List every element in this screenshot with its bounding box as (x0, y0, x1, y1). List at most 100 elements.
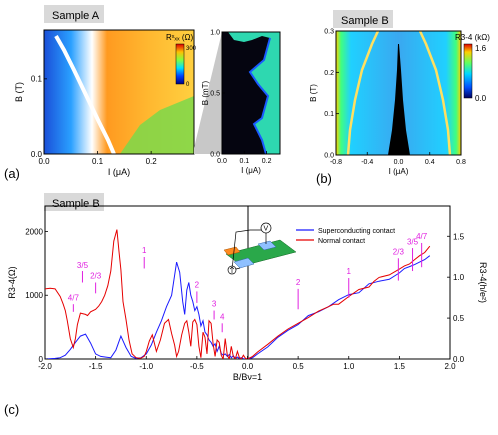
panel-c-annotation-label: 1 (142, 246, 147, 255)
legend-label-normal: Normal contact (318, 238, 365, 245)
panel-c-axes: -2.0 -1.5 -1.0 -0.5 0.0 0.5 1.0 1.5 2.0 0 1000 2000… (7, 227, 488, 382)
panel-b-colorbar-max: 1.6 (475, 44, 487, 53)
panel-a-frame (43, 29, 195, 155)
panel-a-xlabel: I (μA) (108, 167, 130, 177)
panel-a-inset-xtick-label: 0.1 (239, 158, 249, 165)
panel-c: Sample B -2.0 -1.5 -1.0 -0.5 0.0 0.5 1.0 1.5 2.0… (4, 193, 488, 417)
panel-a-title: Sample A (52, 10, 100, 22)
device-schematic: V (223, 222, 297, 275)
panel-c-xtick-label: 1.5 (394, 362, 406, 371)
panel-a-colorbar-max: 300 (186, 46, 197, 52)
panel-b-title-box (333, 10, 393, 28)
panel-c-label: (c) (4, 402, 19, 417)
panel-a-ytick-label: 0.0 (31, 150, 43, 159)
panel-c-xlabel: B/Bν=1 (233, 372, 262, 382)
device-contact-normal-left (223, 246, 241, 256)
panel-b-left-edge (346, 30, 380, 156)
device-contact-blue (233, 257, 255, 269)
panel-b-title: Sample B (341, 15, 389, 27)
current-source-arrow-icon (229, 266, 235, 273)
voltmeter-icon (260, 222, 272, 234)
panel-a-label: (a) (4, 166, 20, 181)
panel-b-xtick-label: -0.8 (330, 159, 342, 166)
voltmeter-symbol: V (264, 226, 269, 233)
panel-a-xtick-label: 0.1 (92, 157, 104, 166)
panel-b-dark-region (388, 44, 410, 155)
panel-a-critical-edge (54, 35, 116, 155)
panel-c-series (45, 229, 431, 359)
panel-a-xtick-label: 0.0 (38, 157, 50, 166)
series-line-normal (45, 229, 431, 359)
panel-c-ytick-right-label: 0.5 (453, 314, 465, 323)
legend-label-superconducting: Superconducting contact (318, 228, 395, 235)
panel-c-annotation-label: 2 (195, 281, 200, 290)
panel-b-colorbar-label: R3-4 (kΩ) (455, 33, 490, 42)
panel-a-inset-xtick-label: 0.0 (217, 158, 227, 165)
panel-a-inset-xlabel: I (μA) (241, 166, 261, 175)
panel-c-annotation-label: 3/5 (407, 237, 419, 246)
panel-a-ylabel: B (T) (14, 82, 24, 102)
panel-a-inset-dark-region (222, 32, 270, 154)
panel-c-xtick-label: -1.0 (139, 362, 153, 371)
panel-b-ytick-label: 0.1 (324, 111, 334, 118)
panel-a-xtick-label: 0.2 (146, 157, 158, 166)
panel-b-ytick-label: 0.2 (324, 70, 334, 77)
panel-c-annotation-label: 1 (347, 267, 352, 276)
panel-a-inset-axes: 0.0 0.1 0.2 0.0 0.5 1.0 I (μA) B (mT) (201, 29, 272, 175)
panel-c-annotation-label: 2 (296, 278, 301, 287)
panel-c-xtick-label: -2.0 (38, 362, 52, 371)
panel-a-axes: 0.0 0.1 0.2 0.0 0.1 I (μA) B (T) (14, 75, 157, 177)
panel-c-ytick-label: 1000 (25, 291, 43, 300)
panel-a-inset-xtick-label: 0.2 (262, 158, 272, 165)
panel-a-inset-connector (194, 32, 222, 154)
panel-c-title: Sample B (52, 198, 100, 210)
panel-a-colorbar-min: 0 (186, 82, 190, 88)
panel-c-annotation-label: 4/7 (416, 232, 428, 241)
panel-c-annotation-label: 4/7 (68, 293, 80, 302)
panel-a-inset-ytick-label: 0.0 (210, 151, 220, 158)
panel-b-ytick-label: 0.0 (324, 152, 334, 159)
panel-a-colorbar-label: Rˣₓₓ (Ω) (166, 33, 194, 42)
panel-b-xlabel: I (μA) (389, 167, 409, 176)
panel-c-ytick-right-label: 1.5 (453, 232, 465, 241)
panel-a-title-box (44, 5, 104, 23)
panel-a-inset-ytick-label: 0.5 (210, 90, 220, 97)
panel-b-colorbar-min: 0.0 (475, 94, 487, 103)
panel-c-xtick-label: 0.0 (242, 362, 254, 371)
panel-c-annotation-label: 3/5 (77, 261, 89, 270)
panel-b-xtick-label: 0.8 (456, 159, 466, 166)
panel-c-xtick-label: 2.0 (444, 362, 456, 371)
panel-a-green-region (120, 96, 194, 154)
panel-c-annotation-label: 3 (212, 300, 217, 309)
panel-c-annotation-label: 4 (220, 312, 225, 321)
panel-c-annotation-label: 2/3 (393, 247, 405, 256)
panel-a-colorbar (175, 43, 185, 85)
panel-c-xtick-label: -0.5 (190, 362, 204, 371)
panel-c-ytick-label: 0 (39, 355, 44, 364)
panel-b-xtick-label: -0.4 (361, 159, 373, 166)
panel-c-xtick-label: 1.0 (343, 362, 355, 371)
panel-b-xtick-label: 0.0 (394, 159, 404, 166)
panel-b-ylabel: B (T) (309, 84, 318, 102)
panel-c-xtick-label: -1.5 (89, 362, 103, 371)
panel-b-colorbar (463, 43, 473, 99)
panel-b: Sample B R3-4 (kΩ) 1.6 0.0 -0.8 -0.4 0.0 0.… (309, 10, 490, 186)
panel-b-xtick-label: 0.4 (425, 159, 435, 166)
panel-b-axes: -0.8 -0.4 0.0 0.4 0.8 0.0 0.1 0.2 0.3 I (μA) B (T) (309, 28, 466, 176)
panel-a: Sample A Rˣₓₓ (Ω) 300 0 0.0 0.1 0.20.00.1I… (4, 5, 281, 181)
panel-a-ytick-label: 0.1 (31, 75, 43, 84)
panel-c-ytick-label: 2000 (25, 227, 43, 236)
panel-c-ylabel-right: R3-4(h/e²) (478, 262, 488, 303)
panel-b-ytick-label: 0.3 (324, 28, 334, 35)
panel-b-right-edge (418, 30, 452, 156)
series-line-superconducting (45, 255, 431, 359)
panel-c-ytick-right-label: 1.0 (453, 273, 465, 282)
panel-c-ylabel: R3-4(Ω) (7, 266, 17, 298)
panel-a-inset-ylabel: B (mT) (201, 80, 210, 105)
panel-b-label: (b) (316, 171, 332, 186)
panel-c-ytick-right-label: 0.0 (453, 355, 465, 364)
panel-c-legend: Superconducting contact Normal contact (296, 228, 395, 245)
panel-a-inset-edge (248, 37, 271, 155)
